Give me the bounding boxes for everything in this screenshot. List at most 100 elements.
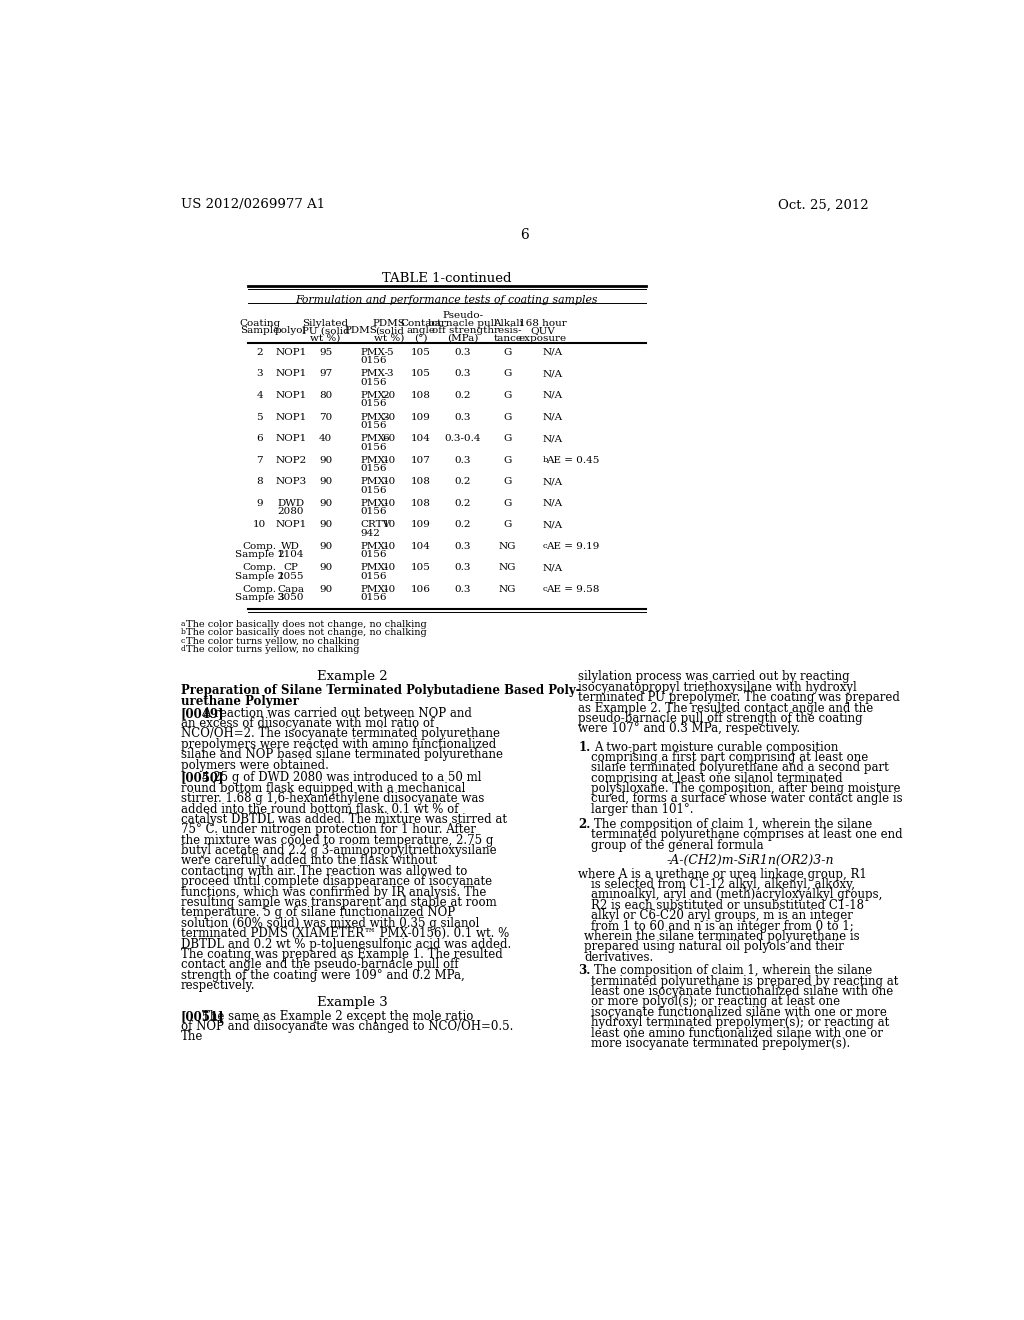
Text: 942: 942: [360, 529, 380, 537]
Text: resulting sample was transparent and stable at room: resulting sample was transparent and sta…: [180, 896, 497, 909]
Text: Contact: Contact: [400, 318, 441, 327]
Text: 70: 70: [319, 412, 332, 421]
Text: (°): (°): [414, 334, 428, 343]
Text: CP: CP: [284, 564, 298, 573]
Text: cured, forms a surface whose water contact angle is: cured, forms a surface whose water conta…: [591, 792, 902, 805]
Text: 104: 104: [411, 543, 431, 550]
Text: alkyl or C6-C20 aryl groups, m is an integer: alkyl or C6-C20 aryl groups, m is an int…: [591, 909, 853, 923]
Text: off strength: off strength: [432, 326, 494, 335]
Text: 1055: 1055: [278, 572, 304, 581]
Text: 105: 105: [411, 564, 431, 573]
Text: PMX-: PMX-: [360, 585, 388, 594]
Text: AE = 0.45: AE = 0.45: [547, 455, 600, 465]
Text: 0.3-0.4: 0.3-0.4: [444, 434, 481, 444]
Text: PMX-: PMX-: [360, 434, 388, 444]
Text: 90: 90: [319, 499, 332, 508]
Text: NCO/OH=2. The isocyanate terminated polyurethane: NCO/OH=2. The isocyanate terminated poly…: [180, 727, 500, 741]
Text: 0156: 0156: [360, 486, 387, 495]
Text: 0156: 0156: [360, 465, 387, 473]
Text: 0156: 0156: [360, 507, 387, 516]
Text: PMX-: PMX-: [360, 370, 388, 379]
Text: 104: 104: [411, 434, 431, 444]
Text: G: G: [504, 370, 512, 379]
Text: 2: 2: [256, 348, 263, 356]
Text: is selected from C1-12 alkyl, alkenyl, alkoxy,: is selected from C1-12 alkyl, alkenyl, a…: [591, 878, 855, 891]
Text: c: c: [543, 585, 547, 593]
Text: PMX-: PMX-: [360, 564, 388, 573]
Text: 105: 105: [411, 370, 431, 379]
Text: as Example 2. The resulted contact angle and the: as Example 2. The resulted contact angle…: [579, 702, 873, 714]
Text: N/A: N/A: [543, 478, 563, 486]
Text: from 1 to 60 and n is an integer from 0 to 1;: from 1 to 60 and n is an integer from 0 …: [591, 920, 853, 932]
Text: 5: 5: [256, 412, 263, 421]
Text: AE = 9.19: AE = 9.19: [547, 543, 600, 550]
Text: 108: 108: [411, 478, 431, 486]
Text: G: G: [504, 455, 512, 465]
Text: 109: 109: [411, 520, 431, 529]
Text: least one isocyanate functionalized silane with one: least one isocyanate functionalized sila…: [591, 985, 893, 998]
Text: [0051]: [0051]: [180, 1010, 224, 1023]
Text: Silylated: Silylated: [302, 318, 349, 327]
Text: Example 3: Example 3: [317, 995, 388, 1008]
Text: G: G: [504, 520, 512, 529]
Text: 90: 90: [319, 543, 332, 550]
Text: temperature. 5 g of silane functionalized NOP: temperature. 5 g of silane functionalize…: [180, 907, 455, 920]
Text: pseudo-barnacle pull off strength of the coating: pseudo-barnacle pull off strength of the…: [579, 711, 863, 725]
Text: silylation process was carried out by reacting: silylation process was carried out by re…: [579, 671, 850, 684]
Text: N/A: N/A: [543, 370, 563, 379]
Text: b: b: [180, 628, 185, 636]
Text: NOP1: NOP1: [275, 434, 306, 444]
Text: prepolymers were reacted with amino functionalized: prepolymers were reacted with amino func…: [180, 738, 496, 751]
Text: 0.3: 0.3: [455, 455, 471, 465]
Text: Sample: Sample: [240, 326, 280, 335]
Text: The same as Example 2 except the mole ratio: The same as Example 2 except the mole ra…: [203, 1010, 474, 1023]
Text: 4: 4: [256, 391, 263, 400]
Text: respectively.: respectively.: [180, 979, 255, 993]
Text: least one amino functionalized silane with one or: least one amino functionalized silane wi…: [591, 1027, 883, 1040]
Text: PU (solid: PU (solid: [302, 326, 349, 335]
Text: 0.3: 0.3: [455, 412, 471, 421]
Text: The coating was prepared as Example 1. The resulted: The coating was prepared as Example 1. T…: [180, 948, 503, 961]
Text: urethane Polymer: urethane Polymer: [180, 694, 299, 708]
Text: PDMS: PDMS: [373, 318, 406, 327]
Text: 0156: 0156: [360, 378, 387, 387]
Text: G: G: [504, 348, 512, 356]
Text: PMX-: PMX-: [360, 391, 388, 400]
Text: 6: 6: [256, 434, 263, 444]
Text: derivatives.: derivatives.: [585, 950, 653, 964]
Text: (MPa): (MPa): [447, 334, 478, 343]
Text: 3.: 3.: [579, 964, 591, 977]
Text: N/A: N/A: [543, 520, 563, 529]
Text: 10: 10: [383, 499, 396, 508]
Text: wt %): wt %): [374, 334, 404, 343]
Text: prepared using natural oil polyols and their: prepared using natural oil polyols and t…: [585, 940, 845, 953]
Text: c: c: [543, 543, 547, 550]
Text: 3050: 3050: [278, 594, 304, 602]
Text: WD: WD: [282, 543, 300, 550]
Text: NG: NG: [499, 564, 516, 573]
Text: 10: 10: [383, 455, 396, 465]
Text: 10: 10: [383, 520, 396, 529]
Text: G: G: [504, 478, 512, 486]
Text: 1.: 1.: [579, 741, 591, 754]
Text: butyl acetate and 2.2 g 3-aminopropyltriethoxysilane: butyl acetate and 2.2 g 3-aminopropyltri…: [180, 843, 497, 857]
Text: 0.2: 0.2: [455, 478, 471, 486]
Text: 0156: 0156: [360, 356, 387, 366]
Text: were carefully added into the flask without: were carefully added into the flask with…: [180, 854, 437, 867]
Text: polyol: polyol: [274, 326, 306, 335]
Text: contacting with air. The reaction was allowed to: contacting with air. The reaction was al…: [180, 865, 467, 878]
Text: 0.2: 0.2: [455, 391, 471, 400]
Text: QUV: QUV: [530, 326, 555, 335]
Text: 2080: 2080: [278, 507, 304, 516]
Text: Oct. 25, 2012: Oct. 25, 2012: [778, 198, 869, 211]
Text: 0156: 0156: [360, 400, 387, 408]
Text: Comp.: Comp.: [243, 585, 276, 594]
Text: of NOP and diisocyanate was changed to NCO/OH=0.5.: of NOP and diisocyanate was changed to N…: [180, 1020, 513, 1034]
Text: PMX-: PMX-: [360, 348, 388, 356]
Text: Example 2: Example 2: [317, 671, 388, 684]
Text: NOP3: NOP3: [275, 478, 306, 486]
Text: NOP1: NOP1: [275, 520, 306, 529]
Text: silane and NOP based silane terminated polyurethane: silane and NOP based silane terminated p…: [180, 748, 503, 762]
Text: 0.3: 0.3: [455, 348, 471, 356]
Text: more isocyanate terminated prepolymer(s).: more isocyanate terminated prepolymer(s)…: [591, 1038, 850, 1049]
